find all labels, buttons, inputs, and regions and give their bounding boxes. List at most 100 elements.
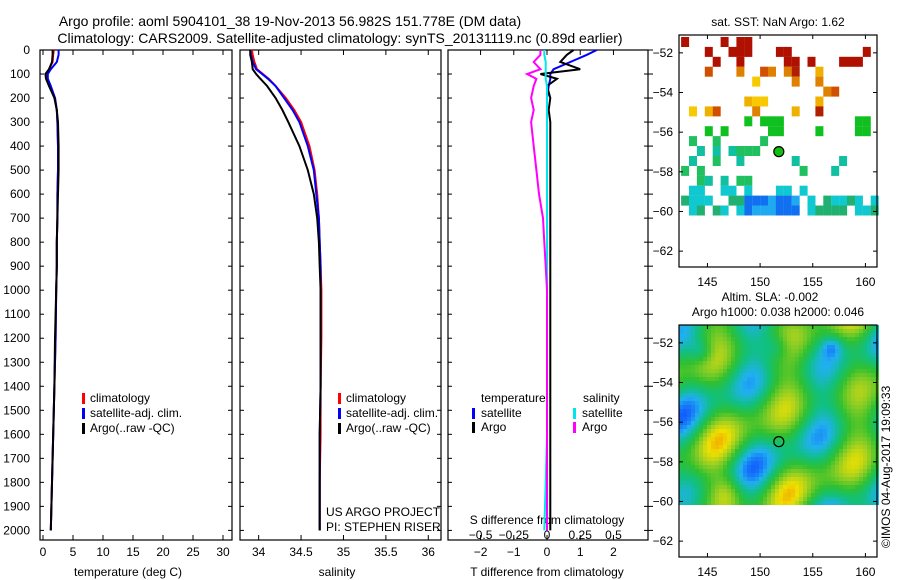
sla-cell	[707, 457, 711, 461]
sla-cell	[867, 425, 871, 429]
sla-cell	[755, 421, 759, 425]
sla-cell	[815, 365, 819, 369]
sla-cell	[763, 405, 767, 409]
y-tick-label: 2000	[3, 523, 30, 537]
sla-cell	[871, 373, 875, 377]
sla-cell	[687, 381, 691, 385]
sla-cell	[787, 421, 791, 425]
sla-cell	[703, 357, 707, 361]
sla-cell	[763, 425, 767, 429]
sla-cell	[719, 385, 723, 389]
sla-cell	[767, 409, 771, 413]
sla-cell	[743, 329, 747, 333]
sla-cell	[683, 489, 687, 493]
sst-cell	[791, 106, 800, 117]
sla-cell	[843, 409, 847, 413]
sla-cell	[819, 461, 823, 465]
sla-cell	[695, 361, 699, 365]
sla-cell	[771, 473, 775, 477]
sla-cell	[779, 497, 783, 501]
sla-cell	[871, 377, 875, 381]
sla-cell	[691, 381, 695, 385]
sla-cell	[767, 365, 771, 369]
sla-cell	[831, 493, 835, 497]
sla-cell	[775, 389, 779, 393]
sla-cell	[703, 397, 707, 401]
sla-cell	[743, 361, 747, 365]
sla-cell	[835, 421, 839, 425]
sla_map-panel: 145 150 155 160−52−54−56−58−60−62	[653, 324, 879, 579]
sla-cell	[679, 433, 683, 437]
sla-cell	[811, 345, 815, 349]
sla-cell	[699, 381, 703, 385]
sla-cell	[799, 453, 803, 457]
sla-cell	[803, 341, 807, 345]
sla-cell	[707, 373, 711, 377]
sst-cell	[783, 205, 792, 216]
sla-cell	[779, 425, 783, 429]
sla-cell	[871, 385, 875, 389]
sla-cell	[859, 481, 863, 485]
sla-cell	[827, 417, 831, 421]
sla-cell	[807, 389, 811, 393]
sla-cell	[775, 477, 779, 481]
sla-cell	[715, 389, 719, 393]
sla-cell	[691, 493, 695, 497]
sla-cell	[735, 353, 739, 357]
sla-cell	[727, 397, 731, 401]
sla-cell	[723, 325, 727, 329]
sla-cell	[835, 425, 839, 429]
sla-cell	[727, 481, 731, 485]
sst-cell	[704, 106, 713, 117]
sla-cell	[831, 449, 835, 453]
sla-cell	[743, 453, 747, 457]
legend-label: satellite-adj. clim.	[90, 406, 182, 420]
sla-cell	[699, 437, 703, 441]
sla-cell	[787, 349, 791, 353]
sla-cell	[855, 377, 859, 381]
sla-cell	[743, 441, 747, 445]
sla-cell	[743, 357, 747, 361]
sla-cell	[851, 465, 855, 469]
sla-cell	[867, 405, 871, 409]
y-tick-label: −56	[653, 415, 674, 429]
sla-cell	[711, 481, 715, 485]
sla-cell	[827, 333, 831, 337]
sla-cell	[815, 493, 819, 497]
sla-cell	[783, 473, 787, 477]
sla-cell	[835, 381, 839, 385]
sla-cell	[719, 489, 723, 493]
sst-cell	[839, 195, 848, 206]
y-tick-label: 1200	[3, 331, 30, 345]
sla-cell	[811, 497, 815, 501]
sla-cell	[839, 397, 843, 401]
sla-cell	[727, 493, 731, 497]
sst-cell	[736, 146, 745, 156]
sla-cell	[795, 441, 799, 445]
sla-cell	[815, 413, 819, 417]
sla-cell	[703, 425, 707, 429]
sla-cell	[691, 365, 695, 369]
sla-cell	[699, 365, 703, 369]
sla-cell	[799, 501, 803, 505]
sla-cell	[747, 457, 751, 461]
sla-cell	[743, 405, 747, 409]
sla-cell	[743, 393, 747, 397]
sla-cell	[763, 385, 767, 389]
sla-cell	[767, 341, 771, 345]
sla-cell	[783, 489, 787, 493]
sla-cell	[735, 329, 739, 333]
sla-cell	[803, 365, 807, 369]
sla-cell	[711, 429, 715, 433]
sst-cell	[760, 116, 769, 127]
sla-cell	[779, 485, 783, 489]
sla-cell	[763, 453, 767, 457]
sla-cell	[779, 473, 783, 477]
sla-cell	[839, 409, 843, 413]
sla-cell	[727, 345, 731, 349]
sla-cell	[787, 433, 791, 437]
sla-cell	[767, 469, 771, 473]
sla-cell	[835, 481, 839, 485]
sla-cell	[695, 421, 699, 425]
sla-cell	[783, 405, 787, 409]
